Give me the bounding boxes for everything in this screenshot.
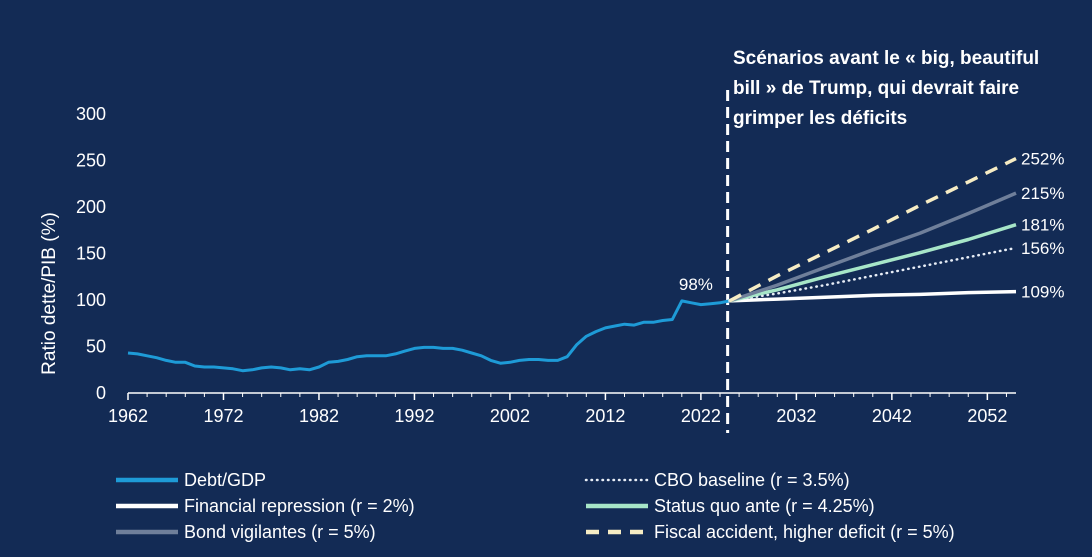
legend-label-vigilantes: Bond vigilantes (r = 5%) — [184, 522, 376, 542]
point-label-98: 98% — [679, 275, 713, 294]
end-label-status_quo: 181% — [1021, 216, 1064, 235]
end-label-cbo: 156% — [1021, 239, 1064, 258]
labels-layer: 98% 252% 215% 181% 156% 109% Scénarios avant l… — [679, 48, 1065, 302]
legend-label-accident: Fiscal accident, higher deficit (r = 5%) — [654, 522, 955, 542]
series-line-accident — [728, 157, 1017, 303]
series-line-repression — [729, 289, 1017, 303]
end-label-repression: 109% — [1021, 283, 1064, 302]
legend-label-repression: Financial repression (r = 2%) — [184, 496, 415, 516]
x-tick-label: 2042 — [872, 406, 912, 426]
x-tick-label: 2032 — [776, 406, 816, 426]
annotation-line: bill » de Trump, qui devrait faire — [733, 78, 1019, 99]
y-tick-label: 100 — [76, 290, 106, 310]
y-tick-label: 200 — [76, 197, 106, 217]
legend-label-cbo: CBO baseline (r = 3.5%) — [654, 470, 850, 490]
y-tick-label: 0 — [96, 383, 106, 403]
series-line-debt — [127, 299, 730, 373]
y-tick-label: 150 — [76, 244, 106, 264]
series-line-vigilantes — [728, 191, 1017, 303]
legend-label-status_quo: Status quo ante (r = 4.25%) — [654, 496, 875, 516]
x-tick-label: 2002 — [490, 406, 530, 426]
x-tick-label: 1962 — [108, 406, 148, 426]
series-line-cbo — [728, 246, 1018, 303]
y-tick-label: 50 — [86, 337, 106, 357]
x-tick-label: 1982 — [299, 406, 339, 426]
legend: Debt/GDP CBO baseline (r = 3.5%) Financial… — [116, 470, 955, 542]
y-axis-label: Ratio dette/PIB (%) — [39, 212, 60, 375]
legend-label-debt: Debt/GDP — [184, 470, 266, 490]
annotation-line: Scénarios avant le « big, beautiful — [733, 48, 1039, 69]
x-tick-label: 2052 — [967, 406, 1007, 426]
axes: 1962 1972 1982 1992 2002 2012 2022 2032 2042 2052… — [39, 90, 1016, 433]
end-label-accident: 252% — [1021, 150, 1064, 169]
series-layer — [127, 157, 1018, 373]
x-tick-label: 2022 — [681, 406, 721, 426]
y-tick-label: 250 — [76, 151, 106, 171]
y-tick-label: 300 — [76, 104, 106, 124]
x-tick-label: 2012 — [585, 406, 625, 426]
x-tick-label: 1992 — [394, 406, 434, 426]
end-label-vigilantes: 215% — [1021, 184, 1064, 203]
series-line-status_quo — [729, 223, 1017, 303]
x-tick-label: 1972 — [203, 406, 243, 426]
annotation-line: grimper les déficits — [733, 108, 907, 129]
